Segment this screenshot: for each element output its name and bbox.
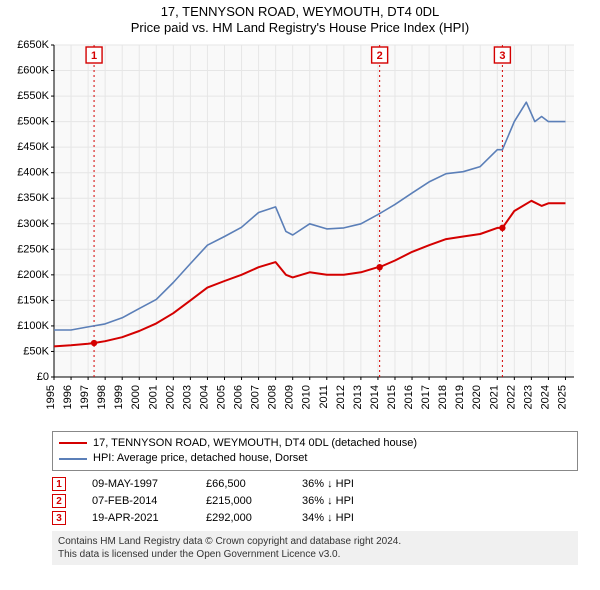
svg-text:2019: 2019 (454, 385, 466, 409)
legend-swatch (59, 442, 87, 444)
sale-marker-row: 3 19-APR-2021 £292,000 34% ↓ HPI (52, 511, 578, 525)
svg-text:£100K: £100K (17, 319, 49, 331)
svg-text:2000: 2000 (130, 385, 142, 409)
footer-line-1: Contains HM Land Registry data © Crown c… (58, 535, 572, 548)
title-line-1: 17, TENNYSON ROAD, WEYMOUTH, DT4 0DL (0, 4, 600, 20)
svg-text:2010: 2010 (301, 385, 313, 409)
legend-swatch (59, 458, 87, 460)
legend-label: HPI: Average price, detached house, Dors… (93, 451, 307, 466)
svg-text:2023: 2023 (522, 385, 534, 409)
svg-text:2025: 2025 (556, 385, 568, 409)
svg-text:£200K: £200K (17, 268, 49, 280)
svg-text:1996: 1996 (62, 385, 74, 409)
svg-text:2004: 2004 (198, 385, 210, 409)
chart-title-block: 17, TENNYSON ROAD, WEYMOUTH, DT4 0DL Pri… (0, 0, 600, 37)
svg-text:£650K: £650K (17, 39, 49, 51)
svg-text:2001: 2001 (147, 385, 159, 409)
sale-date: 19-APR-2021 (92, 512, 180, 524)
sale-marker-row: 2 07-FEB-2014 £215,000 36% ↓ HPI (52, 494, 578, 508)
svg-text:2005: 2005 (215, 385, 227, 409)
sale-delta: 36% ↓ HPI (302, 495, 354, 507)
svg-text:2015: 2015 (386, 385, 398, 409)
svg-text:2003: 2003 (181, 385, 193, 409)
svg-text:2024: 2024 (539, 385, 551, 409)
svg-text:2021: 2021 (488, 385, 500, 409)
svg-text:2012: 2012 (335, 385, 347, 409)
sale-date: 09-MAY-1997 (92, 478, 180, 490)
svg-text:2009: 2009 (284, 385, 296, 409)
sale-delta: 36% ↓ HPI (302, 478, 354, 490)
legend-row: 17, TENNYSON ROAD, WEYMOUTH, DT4 0DL (de… (59, 436, 571, 451)
chart-container: £0 £50K £100K £150K £200K £250K £300K £350K £400… (0, 37, 600, 427)
svg-text:1998: 1998 (96, 385, 108, 409)
svg-text:£150K: £150K (17, 294, 49, 306)
sale-marker-row: 1 09-MAY-1997 £66,500 36% ↓ HPI (52, 477, 578, 491)
svg-text:£50K: £50K (23, 345, 49, 357)
svg-text:2018: 2018 (437, 385, 449, 409)
svg-text:2: 2 (377, 50, 383, 62)
svg-text:2011: 2011 (318, 385, 330, 409)
svg-text:2014: 2014 (369, 385, 381, 409)
svg-text:1999: 1999 (113, 385, 125, 409)
svg-text:2002: 2002 (164, 385, 176, 409)
sale-price: £292,000 (206, 512, 276, 524)
price-chart: £0 £50K £100K £150K £200K £250K £300K £350K £400… (0, 37, 600, 427)
svg-text:£550K: £550K (17, 90, 49, 102)
svg-text:2022: 2022 (505, 385, 517, 409)
sale-delta: 34% ↓ HPI (302, 512, 354, 524)
title-line-2: Price paid vs. HM Land Registry's House … (0, 20, 600, 36)
attribution-footer: Contains HM Land Registry data © Crown c… (52, 531, 578, 565)
svg-text:1995: 1995 (45, 385, 57, 409)
svg-text:2013: 2013 (352, 385, 364, 409)
sale-price: £215,000 (206, 495, 276, 507)
svg-text:1997: 1997 (79, 385, 91, 409)
svg-text:2020: 2020 (471, 385, 483, 409)
sale-date: 07-FEB-2014 (92, 495, 180, 507)
sale-marker-badge: 1 (52, 477, 66, 491)
svg-text:£300K: £300K (17, 217, 49, 229)
svg-text:£500K: £500K (17, 115, 49, 127)
svg-text:£350K: £350K (17, 192, 49, 204)
svg-text:3: 3 (499, 50, 505, 62)
sale-marker-badge: 2 (52, 494, 66, 508)
svg-text:2008: 2008 (267, 385, 279, 409)
svg-text:1: 1 (91, 50, 97, 62)
svg-text:£400K: £400K (17, 166, 49, 178)
sales-markers-block: 1 09-MAY-1997 £66,500 36% ↓ HPI 2 07-FEB-2014… (52, 477, 578, 525)
sale-price: £66,500 (206, 478, 276, 490)
legend-row: HPI: Average price, detached house, Dors… (59, 451, 571, 466)
svg-text:£450K: £450K (17, 141, 49, 153)
svg-text:2006: 2006 (233, 385, 245, 409)
legend-box: 17, TENNYSON ROAD, WEYMOUTH, DT4 0DL (de… (52, 431, 578, 472)
sale-marker-badge: 3 (52, 511, 66, 525)
footer-line-2: This data is licensed under the Open Gov… (58, 548, 572, 561)
svg-text:£600K: £600K (17, 64, 49, 76)
legend-label: 17, TENNYSON ROAD, WEYMOUTH, DT4 0DL (de… (93, 436, 417, 451)
svg-text:£250K: £250K (17, 243, 49, 255)
svg-text:£0: £0 (37, 371, 49, 383)
svg-text:2016: 2016 (403, 385, 415, 409)
svg-text:2017: 2017 (420, 385, 432, 409)
svg-text:2007: 2007 (250, 385, 262, 409)
